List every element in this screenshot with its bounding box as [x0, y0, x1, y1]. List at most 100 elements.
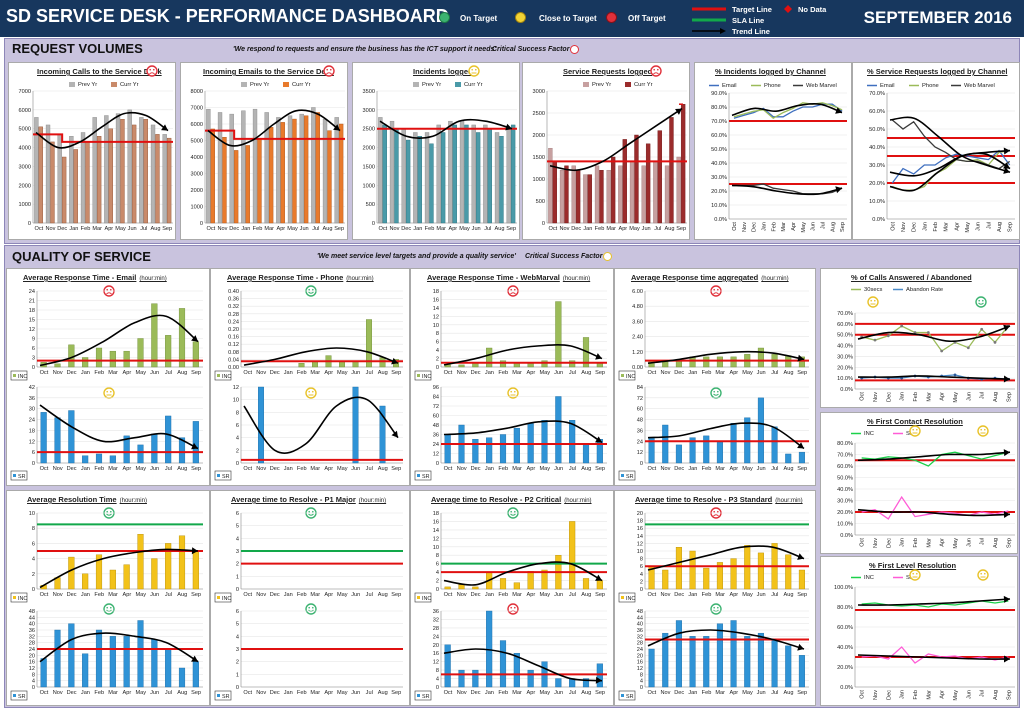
- resp_agg-bar-inc: [798, 356, 805, 368]
- res_p3-sr-xtick-label: Jul: [771, 690, 778, 696]
- res_p2-sr-trend-line: [443, 648, 603, 682]
- resp_phone-sr-ytick-label: 10: [233, 398, 239, 404]
- res_p2-bar-inc: [444, 586, 451, 590]
- res_p2-bar-inc: [472, 586, 479, 590]
- resp_phone-sr-trend-line-arrow-icon: [391, 430, 398, 438]
- emails-ytick-label: 3000: [191, 172, 203, 178]
- legend-close-to-target: Close to Target: [539, 14, 597, 23]
- res_p3-xtick-label: Dec: [674, 592, 684, 598]
- res_p3-ytick-label: 4: [640, 572, 643, 578]
- resp_agg-sr-ytick-label: 12: [637, 450, 643, 456]
- answered-legend-label: Abandon Rate: [906, 287, 943, 293]
- res_all-bar-inc: [151, 558, 158, 590]
- res_all-bar-inc: [82, 573, 89, 590]
- sr_channel-xtick-label: Oct: [890, 222, 896, 231]
- inc_channel-ytick-label: 20.0%: [711, 189, 727, 195]
- resp_agg-sr-trend-line-arrow-icon: [797, 442, 804, 449]
- resp_web-bar-inc: [458, 364, 465, 368]
- res_p1-inc-status-icon-mouth: [308, 513, 314, 516]
- resp_phone-sr-bar-sr: [258, 386, 264, 464]
- resp_web-ytick-label: 10: [433, 323, 439, 329]
- resp_phone-ytick-label: 0.00: [228, 365, 239, 371]
- answered-ytick-label: 30.0%: [837, 354, 853, 360]
- res_p1-sr-xtick-label: Sep: [391, 690, 401, 696]
- res_p3-ytick-label: 10: [637, 549, 643, 555]
- res_p3-ytick-label: 2: [640, 579, 643, 585]
- first_level-xtick-label: Jan: [900, 690, 906, 699]
- calls-ytick-label: 0: [28, 221, 31, 227]
- incidents-bar-curr-yr: [417, 136, 422, 224]
- res_p3-sr-status-icon-eye-right: [717, 606, 719, 609]
- resp_phone-xtick-label: Apr: [324, 370, 333, 376]
- resp_web-ytick-label: 8: [436, 331, 439, 337]
- res_p3-sr-xtick-label: Apr: [729, 690, 738, 696]
- emails-xtick-label: Aug: [323, 226, 333, 232]
- res_p2-sr-xtick-label: Jan: [485, 690, 494, 696]
- requests-ytick-label: 0: [542, 221, 545, 227]
- incidents-legend-label: Prev Yr: [422, 82, 441, 88]
- calls-xtick-label: Mar: [92, 226, 102, 232]
- emails-bar-curr-yr: [268, 127, 274, 224]
- requests-bar-prev-yr: [594, 165, 600, 224]
- res_p1-sr-xtick-label: Jun: [351, 690, 360, 696]
- res_p2-xtick-label: Jan: [485, 592, 494, 598]
- first_contact-xtick-label: Nov: [873, 538, 879, 548]
- res_p3-sr-bar-sr: [730, 620, 737, 688]
- res_p3-sr-xtick-label: Oct: [647, 690, 656, 696]
- resp_web-xtick-label: Feb: [498, 370, 508, 376]
- resp_email-sr-bar-sr: [165, 415, 172, 464]
- sr_channel-ytick-label: 20.0%: [869, 181, 885, 187]
- requests-status-icon: [650, 65, 662, 77]
- legend-trend-line: Trend Line: [732, 27, 770, 36]
- inc_channel-xtick-label: Aug: [830, 222, 836, 232]
- resp_web-ytick-label: 16: [433, 297, 439, 303]
- res_p2-sr-xtick-label: Jul: [569, 690, 576, 696]
- emails-xtick-label: Jul: [312, 226, 319, 232]
- res_p3-sr-trend-line: [647, 629, 805, 650]
- first_level-xtick-label: Apr: [940, 690, 946, 699]
- resp_phone-inc-status-icon-eye-left: [308, 288, 310, 291]
- answered-status-icon-b-eye-right: [982, 299, 984, 302]
- resp_phone-ytick-label: 0.40: [228, 289, 239, 295]
- res_p3-inc-status-icon-mouth: [713, 514, 719, 517]
- res_p2-sr-ytick-label: 12: [433, 660, 439, 666]
- res_p2-xtick-label: Oct: [444, 592, 453, 598]
- resp_phone-sr-xtick-label: Oct: [243, 466, 252, 472]
- resp_phone-sr-status-icon: [305, 387, 317, 399]
- resp_web-sr-xtick-label: Sep: [595, 466, 605, 472]
- first_contact-status-icon-a-eye-right: [916, 428, 918, 431]
- emails-bar-curr-yr: [210, 128, 215, 224]
- resp_email-sr-bar-sr: [82, 455, 89, 464]
- res_p1-sr-xtick-label: Oct: [243, 690, 252, 696]
- calls-bar-prev-yr: [69, 136, 74, 224]
- resp_web-sr-legend-box: [414, 470, 432, 481]
- res_all-sr-ytick-label: 36: [29, 628, 35, 634]
- first_level-legend-label: SR: [906, 575, 914, 581]
- res_all-sr-xtick-label: Apr: [123, 690, 132, 696]
- resp_email-inc-status-icon-eye-right: [110, 288, 112, 291]
- incidents-panel: Incidents logged Prev Yr Curr Yr 0 500 1000 15…: [352, 62, 520, 240]
- res_all-xtick-label: Nov: [53, 592, 63, 598]
- request-volumes-title: REQUEST VOLUMES: [12, 41, 143, 56]
- inc_channel-ytick-label: 10.0%: [711, 203, 727, 209]
- res_p3-sr-ytick-label: 28: [637, 641, 643, 647]
- resp_web-xtick-label: Mar: [512, 370, 522, 376]
- res_all-xtick-label: Oct: [40, 592, 49, 598]
- answered-point: [873, 338, 877, 342]
- emails-bar-prev-yr: [241, 110, 246, 224]
- resp_agg-sr-legend-label: SR: [626, 474, 634, 480]
- emails-trend-line: [207, 109, 341, 147]
- inc_channel-series-line-email: [733, 103, 843, 119]
- requests-legend-swatch: [625, 82, 631, 87]
- res_all-sr-legend-box: [10, 690, 28, 701]
- resp_web-inc-legend-label: INC: [422, 374, 431, 380]
- requests-xtick-label: Sep: [676, 226, 686, 232]
- requests-bar-curr-yr: [575, 169, 581, 224]
- requests-ytick-label: 1000: [533, 177, 545, 183]
- calls-bar-curr-yr: [166, 137, 172, 224]
- resp_phone-trend-line: [243, 347, 399, 366]
- resp_web-sr-ytick-label: 72: [433, 404, 439, 410]
- resp_email-ytick-label: 21: [29, 299, 35, 305]
- resp_email-xtick-label: Jul: [165, 370, 172, 376]
- res_p3-inc-legend-label: INC: [626, 596, 635, 602]
